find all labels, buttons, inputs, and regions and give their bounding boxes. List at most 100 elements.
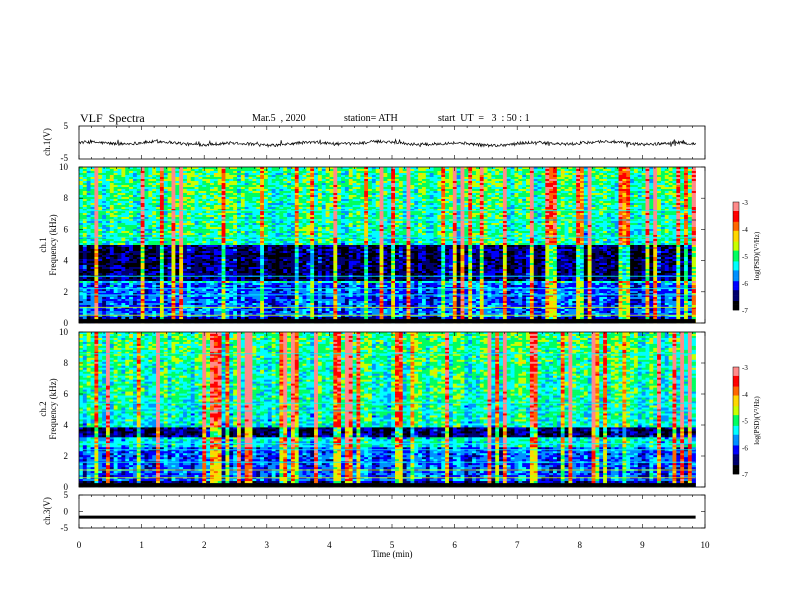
ch1-spec-cell [210, 225, 214, 227]
ch1-spec-cell [171, 183, 175, 185]
ch1-spec-cell [356, 191, 360, 193]
ch1-spec-cell [464, 189, 468, 191]
ch1-spec-cell [376, 169, 380, 171]
ch1-spec-cell [480, 173, 484, 175]
ch1-spec-cell [461, 185, 465, 187]
ch1-spec-cell [495, 199, 499, 201]
ch1-spec-cell [114, 171, 118, 173]
ch1-spec-cell [484, 187, 488, 189]
ch1-spec-cell [434, 211, 438, 213]
ch1-spec-cell [549, 181, 553, 183]
ch1-spec-cell [94, 221, 98, 223]
ch1-spec-cell [260, 179, 264, 181]
ch1-spec-cell [638, 201, 642, 203]
ch1-spec-cell [607, 225, 611, 227]
ch1-spec-cell [557, 213, 561, 215]
ch1-spec-cell [680, 197, 684, 199]
ch1-spec-cell [503, 189, 507, 191]
ch1-spec-cell [626, 205, 630, 207]
ch1-spec-cell [391, 193, 395, 195]
ch1-spec-cell [195, 177, 199, 179]
ch1-spec-cell [488, 187, 492, 189]
ch1-spec-cell [391, 207, 395, 209]
ch1-spec-cell [110, 171, 114, 173]
ch1-spec-cell [137, 189, 141, 191]
ch1-spec-cell [372, 217, 376, 219]
ch1-spec-cell [175, 173, 179, 175]
ch1-spec-cell [387, 211, 391, 213]
ch1-spec-cell [518, 171, 522, 173]
ch1-spec-cell [661, 181, 665, 183]
ch1-spec-cell [287, 177, 291, 179]
ch1-spec-cell [295, 173, 299, 175]
ch1-spec-cell [688, 201, 692, 203]
ch1-spec-cell [349, 207, 353, 209]
ch1-spec-cell [360, 205, 364, 207]
ch1-spec-cell [403, 185, 407, 187]
ch1-spec-cell [87, 225, 91, 227]
ch1-spec-cell [214, 213, 218, 215]
ch1-spec-cell [611, 187, 615, 189]
ch1-spec-cell [183, 179, 187, 181]
ch1-spec-cell [268, 169, 272, 171]
ch1-spec-cell [337, 177, 341, 179]
ch1-spec-cell [295, 171, 299, 173]
ch1-spec-cell [441, 221, 445, 223]
ch1-spec-cell [283, 177, 287, 179]
ch1-spec-cell [79, 169, 83, 171]
ch1-spec-cell [283, 199, 287, 201]
ch1-spec-cell [264, 201, 268, 203]
ch1-spec-cell [507, 225, 511, 227]
ch1-spec-cell [464, 211, 468, 213]
ch1-spec-cell [264, 171, 268, 173]
ch1-spec-cell [175, 217, 179, 219]
ch1-spec-cell [445, 223, 449, 225]
ch1-spec-cell [187, 187, 191, 189]
ch1-spec-cell [538, 175, 542, 177]
ch1-spec-cell [121, 177, 125, 179]
ch1-spec-cell [468, 205, 472, 207]
ch1-spec-cell [210, 223, 214, 225]
ch1-spec-cell [534, 183, 538, 185]
ch1-spec-cell [341, 187, 345, 189]
ch1-spec-cell [634, 199, 638, 201]
ch1-spec-cell [87, 193, 91, 195]
ch1-spec-cell [599, 205, 603, 207]
ch1-spec-cell [268, 179, 272, 181]
ch1-spec-cell [156, 185, 160, 187]
ch1-spec-cell [669, 225, 673, 227]
ch1-spec-cell [395, 189, 399, 191]
ch1-spec-cell [461, 225, 465, 227]
ch1-spec-cell [626, 197, 630, 199]
ch1-spec-cell [156, 207, 160, 209]
ch1-spec-cell [615, 215, 619, 217]
ch1-spec-cell [488, 185, 492, 187]
ch1-spec-cell [653, 189, 657, 191]
ch1-spec-cell [588, 223, 592, 225]
ch1-spec-cell [356, 215, 360, 217]
ch1-spec-cell [268, 185, 272, 187]
ch1-spec-cell [326, 221, 330, 223]
ch1-spec-cell [568, 173, 572, 175]
ch1-spec-cell [630, 215, 634, 217]
ch1-spec-cell [638, 225, 642, 227]
ch1-spec-cell [110, 217, 114, 219]
ch1-spec-cell [688, 193, 692, 195]
ch1-spec-cell [380, 169, 384, 171]
ch1-spec-cell [437, 195, 441, 197]
ch1-spec-cell [87, 191, 91, 193]
ch1-spec-cell [592, 189, 596, 191]
ch1-spec-cell [657, 183, 661, 185]
ch1-spec-cell [114, 177, 118, 179]
ch1-spec-cell [557, 181, 561, 183]
ch1-spec-cell [356, 199, 360, 201]
ch1-spec-cell [507, 171, 511, 173]
ch1-spec-cell [264, 195, 268, 197]
ch1-spec-cell [94, 191, 98, 193]
ch1-spec-cell [187, 179, 191, 181]
ch1-spec-cell [202, 227, 206, 229]
ch1-spec-cell [295, 221, 299, 223]
ch1-spec-cell [114, 195, 118, 197]
ch1-spec-cell [584, 195, 588, 197]
ch1-spec-cell [549, 173, 553, 175]
